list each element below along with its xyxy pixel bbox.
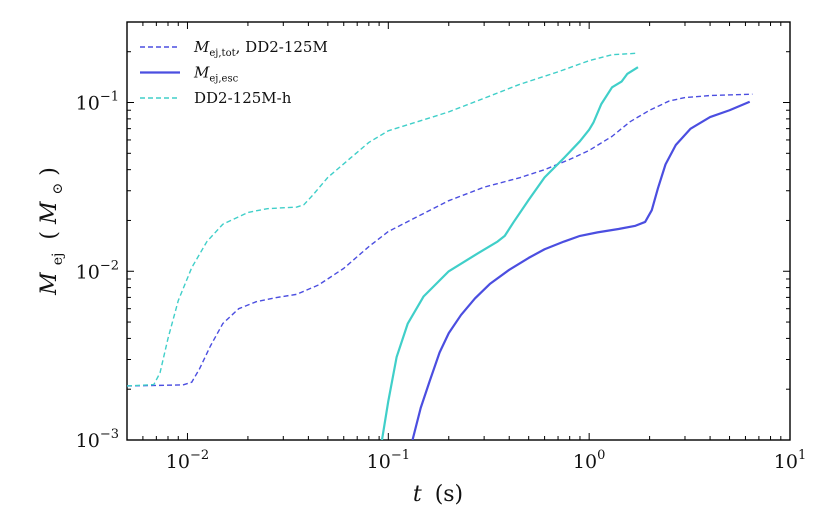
y-tick-label: 10−1 — [76, 90, 119, 115]
legend: Mej,tot, DD2-125M Mej,esc DD2-125M-h — [140, 38, 328, 107]
series-group — [127, 52, 753, 440]
legend-label: Mej,tot, DD2-125M — [193, 38, 328, 59]
series-line-h_esc — [380, 66, 639, 440]
x-tick-labels: 10−2 10−1 100 101 — [166, 448, 806, 473]
y-axis-label: M ej ( M ⊙ ) — [37, 167, 68, 296]
plot-frame — [126, 21, 791, 441]
series-line-h_tot — [127, 52, 639, 387]
series-line-mej_tot — [127, 93, 753, 387]
y-tick-label: 10−2 — [76, 258, 119, 283]
y-tick-label: 10−3 — [76, 427, 119, 452]
x-axis-label: t (s) — [413, 482, 463, 507]
legend-label: DD2-125M-h — [194, 89, 292, 107]
y-tick-labels: 10−3 10−2 10−1 — [76, 90, 119, 452]
series-line-mej_esc — [411, 100, 751, 440]
x-tick-label: 100 — [573, 448, 605, 473]
axis-ticks — [126, 21, 791, 441]
x-tick-label: 10−2 — [166, 448, 209, 473]
legend-label: Mej,esc — [193, 64, 239, 85]
x-tick-label: 101 — [774, 448, 806, 473]
x-tick-label: 10−1 — [367, 448, 410, 473]
